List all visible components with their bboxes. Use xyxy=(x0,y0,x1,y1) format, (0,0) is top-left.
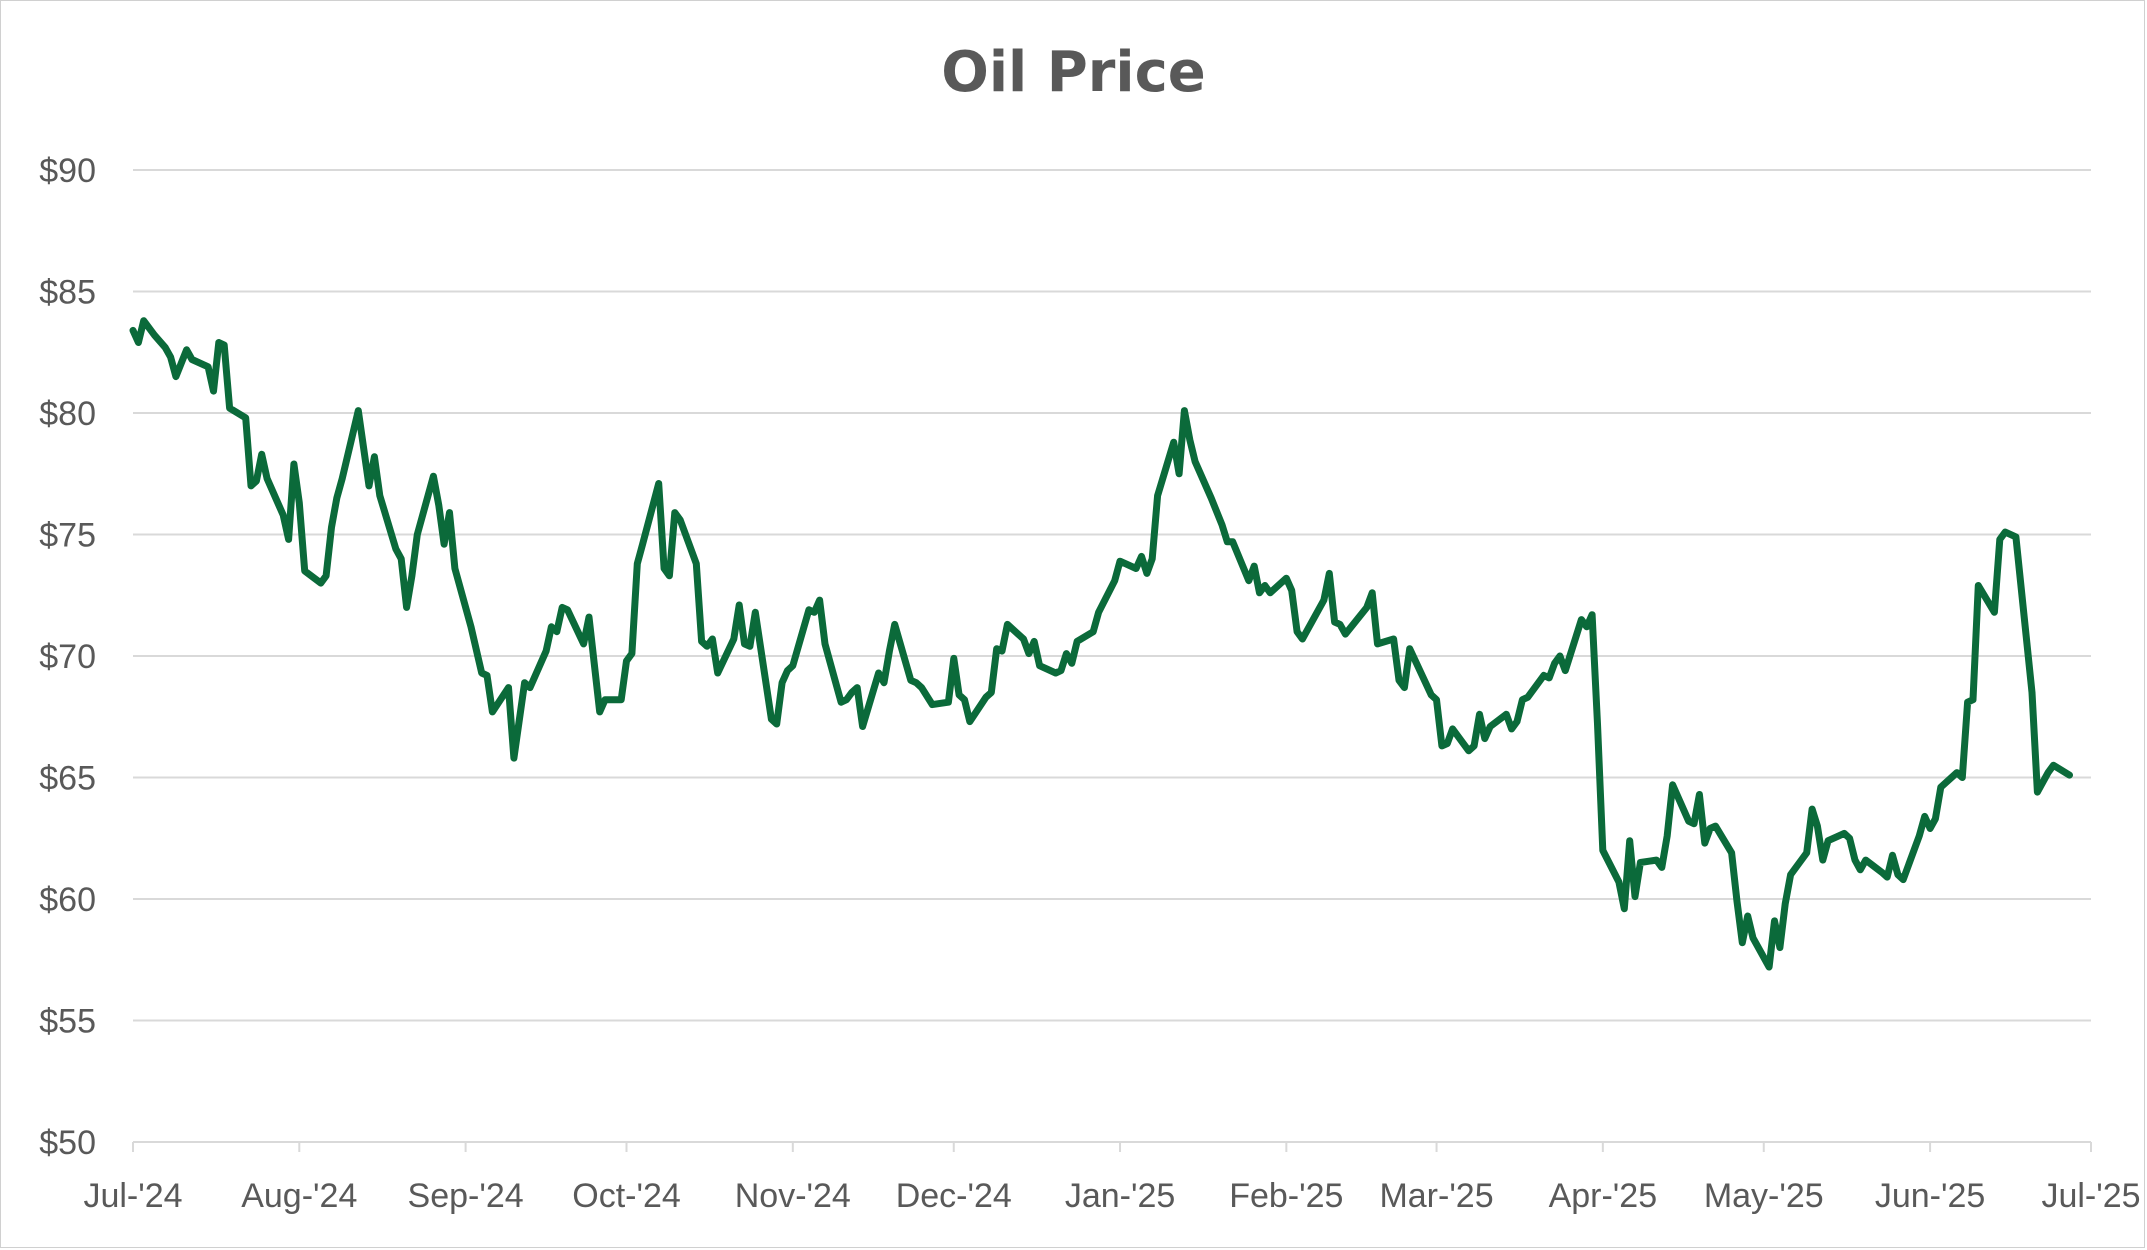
y-tick-label: $60 xyxy=(39,881,96,919)
y-tick-label: $50 xyxy=(39,1124,96,1162)
x-tick-label: Oct-'24 xyxy=(572,1177,681,1215)
y-tick-label: $75 xyxy=(39,517,96,555)
x-tick-label: Feb-'25 xyxy=(1229,1177,1343,1215)
series-layer xyxy=(129,317,2073,971)
x-tick-label: Jan-'25 xyxy=(1065,1177,1175,1215)
x-tick-label: Jul-'24 xyxy=(83,1177,182,1215)
x-tick-label: Sep-'24 xyxy=(408,1177,524,1215)
y-tick-label: $65 xyxy=(39,760,96,798)
y-tick-label: $80 xyxy=(39,395,96,433)
gridlines xyxy=(133,169,2091,1022)
y-axis-labels: $50 $55 $60 $65 $70 $75 $80 $85 $90 xyxy=(39,152,96,1162)
x-axis-labels: Jul-'24 Aug-'24 Sep-'24 Oct-'24 Nov-'24 Dec-'… xyxy=(83,1177,2140,1215)
y-tick-label: $85 xyxy=(39,274,96,312)
x-axis xyxy=(132,1141,2092,1152)
y-tick-label: $90 xyxy=(39,152,96,190)
chart-title: Oil Price xyxy=(941,40,1206,105)
x-tick-label: Nov-'24 xyxy=(735,1177,851,1215)
x-tick-label: Mar-'25 xyxy=(1379,1177,1493,1215)
x-tick-label: Jul-'25 xyxy=(2041,1177,2140,1215)
x-tick-label: Apr-'25 xyxy=(1549,1177,1658,1215)
x-tick-label: Dec-'24 xyxy=(896,1177,1012,1215)
y-tick-label: $70 xyxy=(39,638,96,676)
x-tick-label: May-'25 xyxy=(1704,1177,1824,1215)
series-line-oil-price xyxy=(129,317,2073,971)
x-tick-label: Jun-'25 xyxy=(1875,1177,1985,1215)
y-tick-label: $55 xyxy=(39,1003,96,1041)
x-tick-label: Aug-'24 xyxy=(241,1177,357,1215)
